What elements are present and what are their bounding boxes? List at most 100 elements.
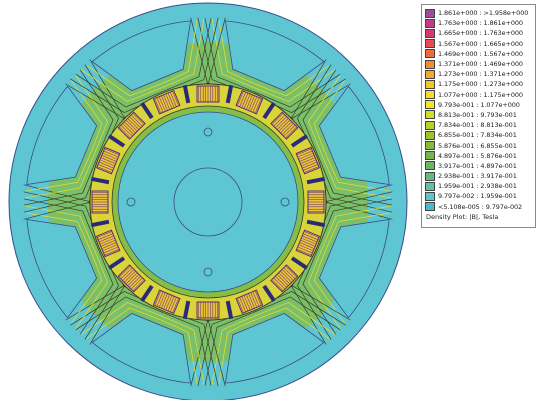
winding-turn: [167, 296, 175, 312]
winding-turn: [298, 152, 314, 160]
legend-label: 3.917e-001 : 4.897e-001: [438, 161, 517, 170]
legend-label: 1.861e+000 : >1.958e+000: [438, 9, 529, 18]
slot-marker: [140, 101, 154, 120]
legend-swatch: [425, 39, 435, 49]
stator-slot: [224, 20, 325, 92]
winding-turn: [161, 95, 168, 111]
winding-turn: [243, 93, 251, 109]
legend-swatch: [425, 8, 435, 18]
flux-line: [313, 212, 391, 324]
stator-slot: [26, 218, 98, 319]
legend: 1.861e+000 : >1.958e+000 1.763e+000 : 1.8…: [421, 4, 536, 228]
legend-swatch: [425, 141, 435, 151]
winding-turn: [100, 157, 116, 164]
winding-turn: [127, 118, 140, 130]
winding-turn: [99, 159, 115, 167]
winding-turn: [271, 113, 284, 125]
legend-swatch: [425, 191, 435, 201]
winding-turn: [303, 231, 319, 238]
flux-line: [211, 18, 335, 102]
winding-turn: [129, 275, 141, 288]
legend-swatch: [425, 49, 435, 59]
bolt-hole: [280, 197, 290, 207]
legend-entry: 2.938e-001 : 3.917e-001: [425, 171, 535, 181]
stator-slot: [318, 85, 390, 186]
slot-marker: [290, 256, 309, 270]
winding-turn: [303, 166, 319, 173]
slot-marker: [107, 256, 126, 270]
legend-entry: 3.917e-001 : 4.897e-001: [425, 161, 535, 171]
winding-turn: [101, 155, 117, 162]
legend-label: 1.665e+000 : 1.763e+000: [438, 29, 523, 38]
bolt-hole: [203, 127, 213, 137]
legend-label: 1.567e+000 : 1.665e+000: [438, 39, 523, 48]
winding-turn: [97, 166, 113, 173]
slot-marker: [262, 101, 276, 120]
flux-line: [204, 296, 341, 386]
flux-line: [25, 212, 103, 324]
legend-label: 4.897e-001 : 5.876e-001: [438, 151, 517, 160]
winding-turn: [281, 269, 294, 281]
winding-turn: [119, 126, 131, 139]
legend-label: 1.371e+000 : 1.469e+000: [438, 60, 523, 69]
legend-label: 5.876e-001 : 6.855e-001: [438, 141, 517, 150]
legend-entry: 1.077e+000 : 1.175e+000: [425, 90, 535, 100]
flux-line: [24, 198, 114, 335]
winding-turn: [99, 237, 115, 245]
winding-turn: [243, 295, 251, 311]
winding-turn: [301, 159, 317, 167]
flux-line: [308, 75, 392, 199]
slot-marker: [290, 134, 309, 148]
legend-swatch: [425, 28, 435, 38]
winding-turn: [122, 269, 135, 281]
legend-entry: 1.469e+000 : 1.567e+000: [425, 49, 535, 59]
slot-marker: [306, 176, 326, 185]
legend-swatch: [425, 90, 435, 100]
winding-turn: [104, 248, 120, 256]
flux-line: [24, 69, 114, 206]
flux-line: [308, 205, 392, 329]
slot-marker: [90, 176, 110, 185]
winding-turn: [285, 126, 297, 139]
slot-marker: [90, 219, 110, 228]
winding-turn: [103, 246, 119, 254]
winding-turn: [239, 297, 246, 313]
legend-swatch: [425, 110, 435, 120]
winding-turn: [156, 291, 164, 307]
flux-line: [81, 302, 205, 386]
winding-turn: [158, 292, 166, 308]
winding-turn: [163, 294, 170, 310]
flux-line: [211, 302, 335, 386]
flux-line: [25, 80, 103, 192]
winding-turn: [281, 123, 294, 135]
winding-turn: [302, 235, 318, 243]
winding-turn: [163, 94, 170, 110]
stator-slot: [91, 20, 192, 92]
winding-turn: [125, 119, 138, 132]
flux-line: [75, 296, 212, 386]
rotor-core: [117, 111, 299, 293]
winding-turn: [283, 267, 296, 280]
legend-entry: 1.273e+000 : 1.371e+000: [425, 69, 535, 79]
legend-entry: 1.567e+000 : 1.665e+000: [425, 39, 535, 49]
winding-turn: [246, 94, 253, 110]
legend-entry: 1.861e+000 : >1.958e+000: [425, 8, 535, 18]
winding-turn: [172, 297, 179, 313]
legend-label: 1.175e+000 : 1.273e+000: [438, 80, 523, 89]
legend-label: 2.938e-001 : 3.917e-001: [438, 172, 517, 181]
legend-label: 8.813e-001 : 9.793e-001: [438, 110, 517, 119]
winding-turn: [122, 123, 135, 135]
flux-line: [24, 205, 108, 329]
legend-swatch: [425, 151, 435, 161]
legend-label: 1.959e-001 : 2.938e-001: [438, 182, 517, 191]
legend-label: 1.469e+000 : 1.567e+000: [438, 49, 523, 58]
legend-label: 6.855e-001 : 7.834e-001: [438, 131, 517, 140]
winding-turn: [130, 277, 143, 290]
legend-swatch: [425, 130, 435, 140]
winding-turn: [172, 91, 179, 107]
winding-turn: [132, 113, 145, 125]
winding-turn: [170, 91, 177, 107]
winding-turn: [98, 161, 114, 169]
winding-turn: [250, 96, 258, 112]
winding-turn: [275, 275, 287, 288]
